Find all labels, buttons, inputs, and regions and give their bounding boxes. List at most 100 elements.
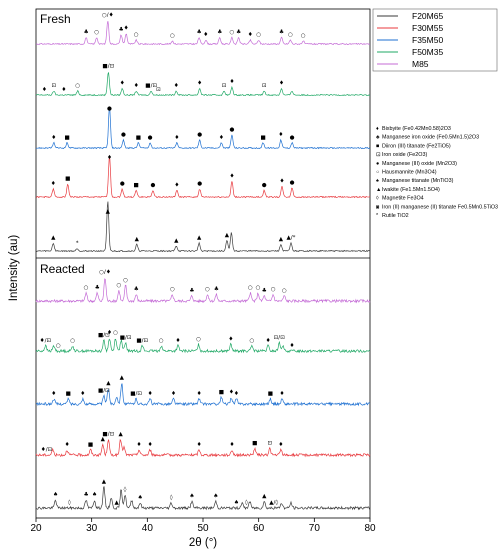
peak-marker: ♦ — [266, 337, 271, 344]
peak-marker: ♣ — [134, 287, 139, 293]
peak-marker: ♠ — [213, 493, 218, 500]
peak-marker: ○ — [288, 32, 293, 38]
peak-marker: ▲ — [120, 375, 125, 381]
peak-marker: ○ — [84, 285, 89, 291]
peak-marker: ■ — [88, 442, 93, 448]
x-tick-label: 50 — [197, 523, 209, 534]
peak-marker: ♣ — [236, 30, 241, 36]
peak-marker: ♦ — [197, 390, 202, 397]
peak-marker: ♦ — [197, 80, 202, 87]
peak-marker: ▲ — [225, 233, 230, 239]
peak-marker: ♦ — [51, 390, 56, 397]
phase-key-glyph: ♠ — [376, 178, 379, 184]
peak-marker: ♣ — [95, 285, 100, 291]
peak-marker: ○ — [70, 338, 75, 344]
panel-label-reacted: Reacted — [40, 262, 85, 276]
peak-marker: ○/♦ — [99, 269, 111, 276]
phase-key-glyph: ◊ — [376, 196, 379, 202]
phase-key-glyph: ● — [376, 161, 379, 167]
peak-marker: ○ — [75, 83, 80, 89]
peak-marker: ♦ — [229, 172, 234, 179]
peak-marker: ▲ — [135, 237, 140, 243]
phase-key-label: Hausmannite (Mn3O4) — [382, 170, 437, 176]
peak-marker: ▲ — [279, 237, 284, 243]
peak-marker: ♠ — [138, 494, 143, 501]
peak-marker: ♦ — [229, 78, 234, 85]
peak-marker: ▲ — [106, 209, 111, 215]
plot-frame — [35, 8, 371, 519]
x-tick-label: 60 — [253, 523, 265, 534]
peak-marker: ▲ — [174, 238, 179, 244]
peak-marker: ○ — [205, 287, 210, 293]
x-tick-label: 40 — [142, 523, 154, 534]
peak-marker: ♦ — [228, 336, 233, 343]
trace-0-m85 — [35, 21, 371, 46]
phase-key: ♦ Bixbyite (Fe0.42Mn0.58)2O3♣ Manganese ir… — [376, 126, 498, 219]
peak-marker: ♦ — [107, 154, 112, 161]
peak-marker: ♣ — [197, 30, 202, 36]
peak-marker: ■/⊡ — [145, 83, 157, 89]
legend-entry: M85 — [412, 59, 429, 69]
peak-marker: ◊ — [245, 499, 248, 506]
peak-marker: ♦ — [174, 134, 179, 141]
peak-marker: ○ — [256, 285, 261, 291]
legend-entry: F35M50 — [412, 35, 443, 45]
peak-marker: ■ — [260, 135, 265, 141]
peak-marker: ♦ — [134, 82, 139, 89]
peak-marker: ♦ — [197, 441, 202, 448]
phase-key-label: Iwakite (Fe1.5Mn1.5O4) — [382, 187, 440, 193]
peak-marker: ♦ — [290, 342, 295, 349]
peak-marker: ○ — [56, 343, 61, 349]
phase-key-label: Diiron (III) titanate (Fe2TiO5) — [382, 143, 451, 149]
peak-marker: ■ — [219, 390, 224, 396]
peak-marker: ◊ — [170, 494, 173, 501]
trace-1-f35m50 — [35, 383, 371, 407]
peak-marker: ♠ — [234, 499, 239, 506]
peak-marker: ● — [121, 132, 126, 138]
peak-marker: ○ — [170, 33, 175, 39]
peak-marker: ■/⊡ — [98, 333, 110, 339]
peak-marker: ♠ — [92, 491, 97, 498]
peak-marker: ♦ — [107, 329, 112, 336]
phase-key-label: Manganese (III) oxide (Mn2O3) — [382, 161, 457, 167]
peak-marker: ● — [290, 135, 295, 141]
peak-marker: ♣ — [279, 30, 284, 36]
peak-marker: ■ — [65, 176, 70, 182]
peak-marker: ♦ — [229, 388, 234, 395]
peak-marker: ▲ — [197, 235, 202, 241]
peak-marker: ♣ — [84, 492, 89, 498]
peak-marker: ⊡ — [222, 83, 227, 89]
peak-marker: ○ — [134, 32, 139, 38]
trace-0-f20m65 — [35, 201, 371, 253]
peak-marker: ◊ — [124, 486, 127, 493]
peak-marker: ♦ — [248, 31, 253, 38]
peak-marker: ○ — [113, 330, 118, 336]
diffraction-traces — [35, 21, 371, 511]
peak-marker: ▲ — [262, 494, 267, 500]
legend-entry: F20M65 — [412, 11, 443, 21]
peak-marker: ♦ — [229, 441, 234, 448]
peak-marker: ○ — [248, 285, 253, 291]
peak-marker: ♣ — [262, 288, 267, 294]
peak-marker: ♦ — [278, 131, 283, 138]
series-legend: F20M65 F30M55 F35M50 F50M35 M85 — [372, 8, 498, 72]
peak-marker: ♣ — [214, 287, 219, 293]
peak-marker: ■/⊡ — [102, 431, 114, 437]
peak-marker: ♦ — [51, 134, 56, 141]
peak-marker: ♠ — [189, 493, 194, 500]
peak-marker: ▲ — [101, 437, 106, 443]
peak-marker: ○ — [282, 288, 287, 294]
peak-marker: ⊡ — [262, 83, 267, 89]
peak-marker: ○ — [116, 283, 121, 289]
x-axis-title: 2θ (°) — [189, 537, 217, 549]
peak-marker: ○/♦ — [102, 12, 114, 19]
phase-key-glyph: ◙ — [376, 204, 379, 210]
peak-marker: ♦ — [42, 86, 47, 93]
x-tick-label: 80 — [364, 523, 376, 534]
trace-0-f50m35 — [35, 72, 371, 97]
phase-key-glyph: ■ — [376, 143, 379, 149]
x-tick-label: 30 — [86, 523, 98, 534]
peak-marker: ♦ — [61, 86, 66, 93]
peak-marker: ♣ — [84, 30, 89, 36]
